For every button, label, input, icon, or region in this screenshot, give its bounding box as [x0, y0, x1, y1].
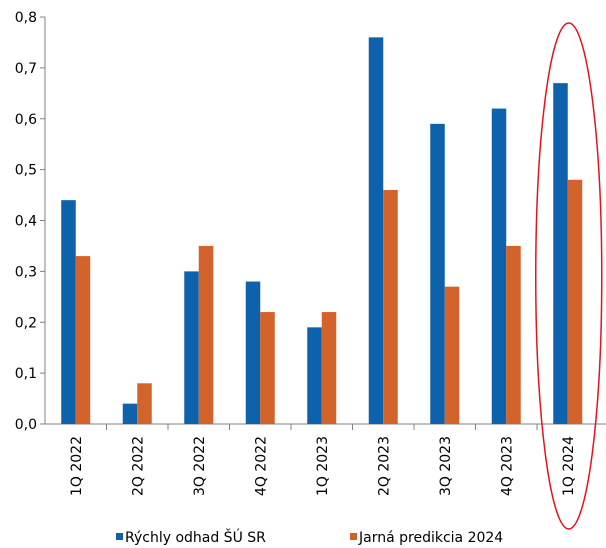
- y-tick-label: 0,3: [15, 264, 37, 280]
- y-tick-label: 0,5: [15, 163, 37, 179]
- highlight-ellipse: [535, 22, 603, 530]
- chart-legend: Rýchly odhad ŠÚ SR Jarná predikcia 2024: [116, 528, 503, 546]
- legend-swatch: [116, 533, 123, 540]
- legend-label: Jarná predikcia 2024: [358, 530, 503, 546]
- bar: [245, 281, 261, 424]
- bar: [61, 200, 76, 424]
- x-tick-label: 4Q 2023: [499, 436, 515, 496]
- y-tick-label: 0,1: [15, 366, 37, 382]
- legend-item: Rýchly odhad ŠÚ SR: [116, 528, 266, 546]
- x-tick-label: 1Q 2024: [561, 436, 577, 496]
- bar: [260, 312, 275, 424]
- x-tick-labels: 1Q 2022 2Q 2022 3Q 2022 4Q 2022 1Q 2023 2Q 20…: [69, 424, 577, 496]
- legend-item: Jarná predikcia 2024: [350, 530, 503, 546]
- x-tick-label: 2Q 2023: [376, 436, 392, 496]
- bar: [122, 403, 138, 424]
- highlight-layer: [535, 22, 603, 530]
- x-tick-label: 1Q 2023: [315, 436, 331, 496]
- x-tick-label: 3Q 2022: [192, 436, 208, 496]
- x-tick-label: 4Q 2022: [253, 436, 269, 496]
- y-tick-label: 0,4: [15, 214, 37, 230]
- bar: [184, 271, 199, 424]
- bar: [368, 37, 384, 424]
- bar: [430, 123, 445, 425]
- bar: [307, 327, 322, 424]
- y-tick-label: 0,0: [15, 417, 37, 433]
- bar: [567, 179, 583, 424]
- bar: [198, 245, 214, 424]
- y-tick-label: 0,7: [15, 61, 37, 77]
- bar: [491, 108, 507, 424]
- chart-bars: [61, 37, 583, 425]
- bar: [75, 256, 91, 424]
- bar: [321, 312, 337, 424]
- bar: [506, 245, 521, 424]
- legend-label: Rýchly odhad ŠÚ SR: [125, 528, 266, 546]
- bar: [444, 286, 460, 424]
- bar: [137, 383, 152, 424]
- legend-swatch: [350, 533, 357, 540]
- y-tick-label: 0,8: [15, 10, 37, 26]
- x-tick-label: 1Q 2022: [69, 436, 85, 496]
- y-tick-labels: 0,0 0,1 0,2 0,3 0,4 0,5 0,6 0,7 0,8: [15, 10, 45, 433]
- y-tick-label: 0,2: [15, 315, 37, 331]
- x-tick-label: 2Q 2022: [130, 436, 146, 496]
- bar: [553, 83, 568, 424]
- y-tick-label: 0,6: [15, 112, 37, 128]
- x-tick-label: 3Q 2023: [438, 436, 454, 496]
- bar: [383, 189, 398, 424]
